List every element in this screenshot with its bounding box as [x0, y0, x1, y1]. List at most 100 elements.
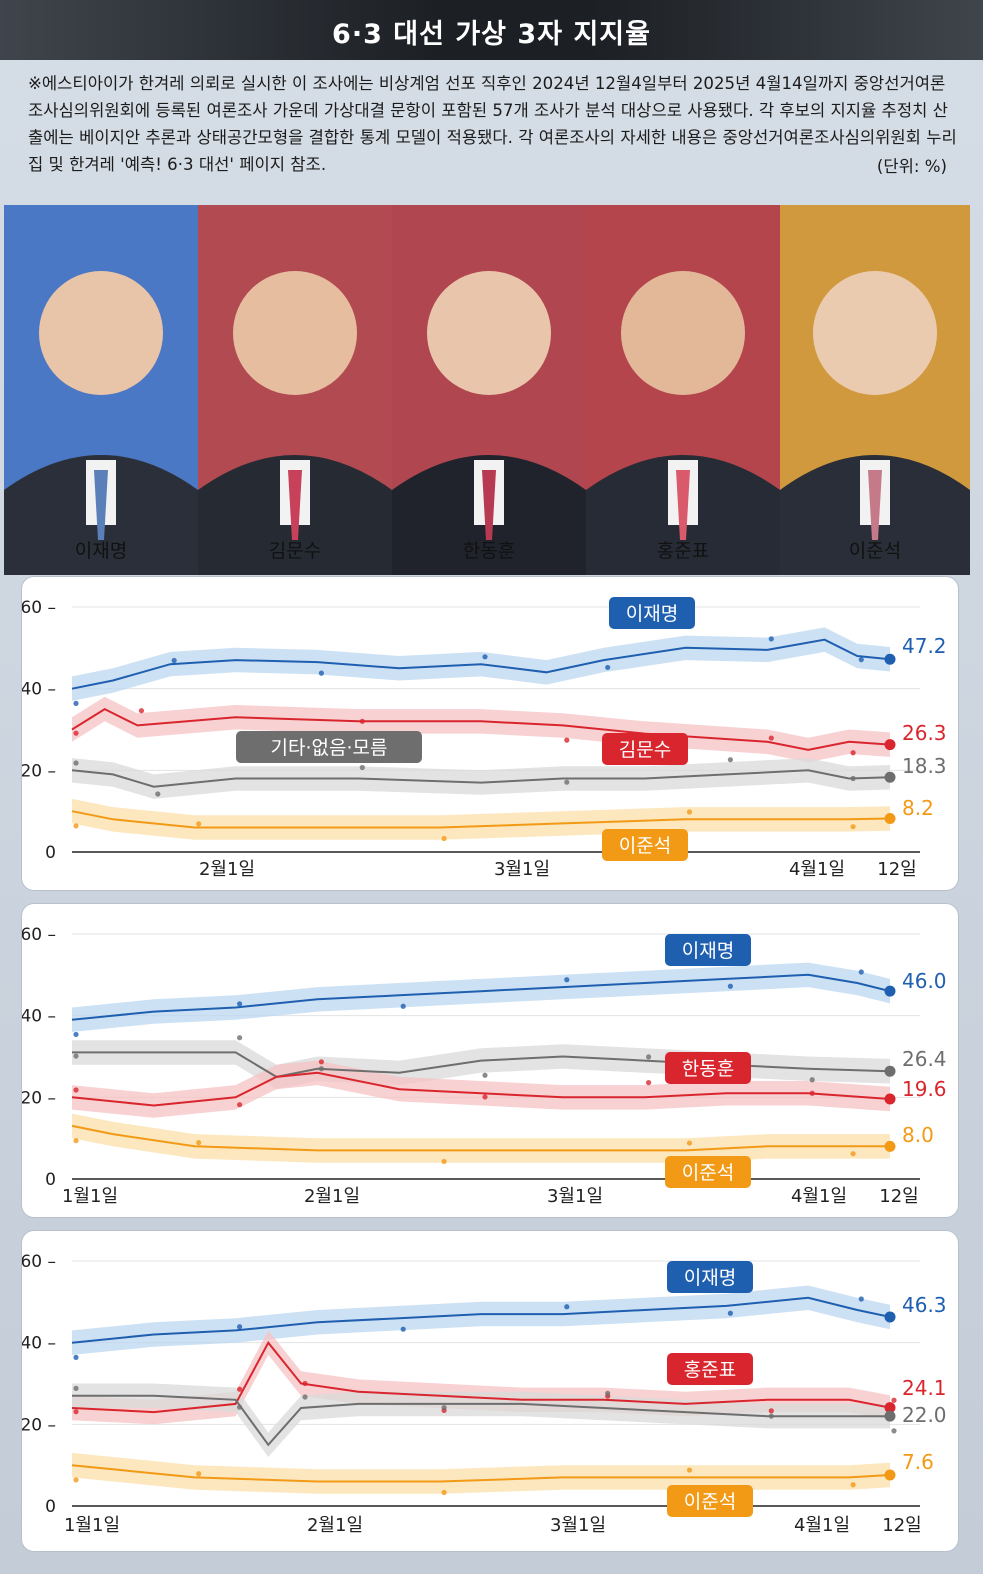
data-point: [441, 1404, 447, 1411]
final-point: [884, 1140, 896, 1152]
final-point: [884, 1093, 896, 1105]
candidate-card-lee-junseok: 이준석: [780, 205, 970, 575]
series-line: [71, 769, 891, 788]
series-badge-label: 기타·없음·모름: [271, 737, 388, 759]
data-point: [138, 708, 145, 714]
data-point: [564, 737, 570, 743]
y-tick-label: 40 –: [22, 680, 56, 700]
chart-lee-kim-leejs: 0 20 – 40 – 60 – 2월1일 3월1일 4월1일 12일 47.2 이재명 26.3 김…: [20, 597, 947, 880]
data-point: [302, 1394, 308, 1400]
final-value-label: 7.6: [902, 1450, 934, 1474]
series-badge: 홍준표: [667, 1353, 753, 1385]
x-tick-label: 2월1일: [307, 1515, 363, 1536]
final-value-label: 26.3: [902, 721, 947, 745]
y-tick-label: 60 –: [22, 1252, 56, 1272]
y-tick-label: 60 –: [22, 598, 56, 618]
data-point: [850, 1482, 856, 1488]
data-point: [441, 1489, 447, 1496]
data-point: [809, 1077, 815, 1083]
data-point: [686, 1140, 693, 1146]
final-value-label: 19.6: [902, 1077, 947, 1101]
x-tick-label: 12일: [882, 1515, 921, 1536]
candidate-name: 이재명: [74, 540, 128, 562]
series-badge-label: 이재명: [682, 940, 734, 962]
final-value-label: 8.2: [902, 796, 934, 820]
data-point: [73, 1354, 79, 1360]
final-point: [884, 1410, 896, 1422]
series-badge: 김문수: [602, 733, 688, 765]
x-tick-label: 1월1일: [64, 1515, 120, 1536]
data-point: [727, 983, 734, 989]
data-point: [237, 1324, 243, 1330]
data-point: [441, 1158, 447, 1165]
page-title: 6·3 대선 가상 3자 지지율: [332, 19, 651, 50]
data-point: [73, 1053, 79, 1059]
series-name: 기타·없음·모름: [78, 1034, 146, 1047]
candidate-name: 한동훈: [462, 540, 516, 562]
data-point: [73, 700, 79, 706]
data-point: [73, 1138, 79, 1144]
final-point: [884, 653, 896, 665]
title-bar: 6·3 대선 가상 3자 지지율: [0, 0, 983, 60]
data-point: [564, 977, 570, 983]
confidence-band: [72, 798, 890, 840]
final-point: [884, 813, 896, 825]
data-point: [768, 636, 774, 642]
series-line: [71, 638, 891, 690]
data-point: [891, 1428, 897, 1434]
data-point: [850, 824, 856, 830]
data-point: [400, 1326, 406, 1332]
final-point: [884, 985, 896, 997]
data-point: [302, 1380, 308, 1387]
final-value-label: 18.3: [902, 754, 947, 778]
data-point: [564, 1304, 570, 1310]
data-point: [196, 821, 202, 827]
unit-label: (단위: %): [876, 157, 947, 176]
series-badge-label: 이준석: [619, 835, 671, 857]
y-tick-label: 60 –: [22, 925, 56, 945]
series-badge: 이준석: [665, 1156, 751, 1188]
final-value-label: 8.0: [902, 1123, 934, 1147]
x-tick-label: 4월1일: [789, 859, 845, 880]
data-point: [482, 1072, 488, 1078]
series-badge: 이준석: [602, 829, 688, 861]
x-tick-label: 2월1일: [199, 859, 255, 880]
portrait-icon: [586, 205, 780, 575]
data-point: [858, 1296, 864, 1302]
data-point: [400, 1003, 406, 1009]
x-tick-label: 1월1일: [62, 1186, 118, 1207]
portrait-icon: [392, 205, 586, 575]
final-value-label: 24.1: [902, 1376, 947, 1400]
data-point: [605, 664, 611, 671]
y-tick-label: 40 –: [22, 1334, 56, 1354]
x-tick-label: 2월1일: [304, 1186, 360, 1207]
series-line: [71, 1340, 891, 1414]
data-point: [171, 657, 177, 664]
confidence-band: [72, 1060, 890, 1118]
series-line: [71, 1464, 891, 1483]
series-badge-label: 한동훈: [682, 1058, 734, 1080]
data-point: [809, 1090, 815, 1096]
y-tick-label: 20 –: [22, 761, 56, 781]
x-tick-label: 3월1일: [494, 859, 550, 880]
final-value-label: 47.2: [902, 634, 947, 658]
final-value-label: 46.3: [902, 1293, 947, 1317]
data-point: [196, 1140, 202, 1146]
data-point: [155, 791, 161, 797]
x-tick-label: 4월1일: [791, 1186, 847, 1207]
data-point: [482, 1094, 488, 1100]
data-point: [858, 969, 864, 975]
data-point: [768, 735, 774, 741]
data-point: [564, 779, 570, 785]
series-badge: 이준석: [667, 1485, 753, 1517]
final-point: [884, 739, 896, 751]
data-point: [237, 1386, 243, 1392]
data-point: [686, 1467, 693, 1473]
data-point: [727, 1310, 734, 1316]
series-line: [71, 973, 891, 1021]
chart-lee-han-leejs: 0 20 – 40 – 60 – 1월1일 2월1일 3월1일 4월1일 12일 46.0 이재명 2…: [20, 925, 947, 1207]
x-tick-label: 3월1일: [547, 1186, 603, 1207]
portrait-icon: [4, 205, 198, 575]
series-badge: 이재명: [667, 1261, 753, 1293]
